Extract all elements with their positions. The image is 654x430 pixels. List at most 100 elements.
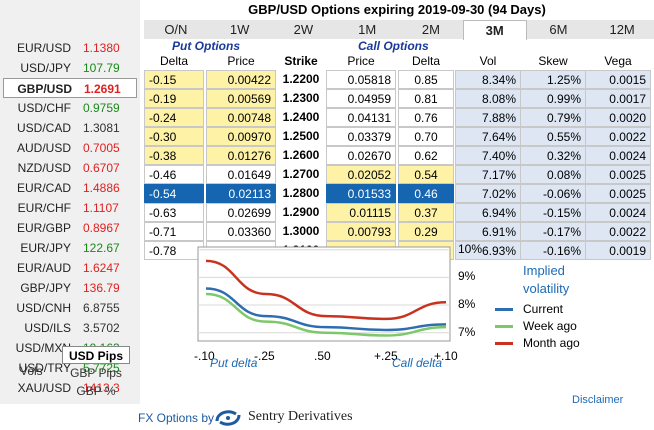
skew-cell: -0.15%	[520, 203, 586, 222]
pair-price: 0.9759	[83, 101, 120, 115]
skew-cell: 0.55%	[520, 127, 586, 146]
currency-pair-nzd-usd[interactable]: NZD/USD 0.6707	[3, 158, 137, 178]
tab-on[interactable]: O/N	[164, 22, 188, 37]
vega-cell: 0.0024	[585, 146, 651, 165]
tab-1w[interactable]: 1W	[229, 22, 250, 37]
pair-price: 136.79	[83, 281, 120, 295]
pair-price: 107.79	[83, 61, 120, 75]
disclaimer-link[interactable]: Disclaimer	[572, 394, 624, 406]
skew-cell: 0.79%	[520, 108, 586, 127]
currency-pair-xau-usd[interactable]: XAU/USD 1413.3	[3, 378, 137, 398]
pair-name: NZD/USD	[17, 161, 71, 175]
call-delta-cell: 0.62	[398, 146, 454, 165]
pair-price: 1.3081	[83, 121, 120, 135]
strike-cell: 1.2600	[282, 148, 320, 162]
call-price-cell: 0.04959	[326, 89, 396, 108]
currency-pair-eur-cad[interactable]: EUR/CAD 1.4886	[3, 178, 137, 198]
currency-pair-gbp-usd[interactable]: GBP/USD 1.2691	[3, 78, 137, 98]
vega-cell: 0.0024	[585, 203, 651, 222]
currency-pair-gbp-jpy[interactable]: GBP/JPY 136.79	[3, 278, 137, 298]
col-call-price: Price	[347, 54, 375, 68]
vol-cell: 6.91%	[455, 222, 521, 241]
usd-pips-button[interactable]: USD Pips	[62, 346, 130, 364]
call-price-cell: 0.05818	[326, 70, 396, 89]
currency-pair-eur-jpy[interactable]: EUR/JPY 122.67	[3, 238, 137, 258]
pair-price: 1.6247	[83, 261, 120, 275]
call-price-cell: 0.03379	[326, 127, 396, 146]
pair-price: 0.6707	[83, 161, 120, 175]
put-delta-cell: -0.30	[144, 127, 204, 146]
pips-option-1[interactable]: GBP %	[76, 384, 116, 398]
col-put-delta: Delta	[159, 54, 188, 68]
volatility-chart	[197, 246, 451, 342]
currency-pair-usd-try[interactable]: USD/TRY 5.7725	[3, 358, 137, 378]
pair-price: 1.4886	[83, 181, 120, 195]
pair-name: USD/JPY	[20, 61, 71, 75]
tab-2m[interactable]: 2M	[421, 22, 440, 37]
put-price-cell: 0.01649	[206, 165, 276, 184]
skew-cell: 0.32%	[520, 146, 586, 165]
tab-6m[interactable]: 6M	[549, 22, 568, 37]
pair-price: 6.8755	[83, 301, 120, 315]
skew-cell: -0.16%	[520, 241, 586, 260]
legend-label: Month ago	[523, 336, 580, 350]
call-price-cell: 0.02052	[326, 165, 396, 184]
x-tick-label: .50	[314, 349, 331, 363]
tab-2w[interactable]: 2W	[293, 22, 314, 37]
legend-label: Current	[523, 302, 564, 316]
currency-pair-usd-chf[interactable]: USD/CHF 0.9759	[3, 98, 137, 118]
legend-swatch	[495, 308, 513, 311]
chart-frame	[197, 246, 451, 342]
legend-title: Implied volatility	[523, 262, 583, 298]
strike-cell: 1.2800	[282, 186, 320, 200]
put-delta-label: Put delta	[210, 356, 258, 370]
currency-pair-usd-jpy[interactable]: USD/JPY 107.79	[3, 58, 137, 78]
currency-pair-eur-chf[interactable]: EUR/CHF 1.1107	[3, 198, 137, 218]
vol-cell: 8.34%	[455, 70, 521, 89]
put-delta-cell: -0.78	[144, 241, 204, 260]
currency-pair-usd-ils[interactable]: USD/ILS 3.5702	[3, 318, 137, 338]
call-options-header: Call Options	[358, 39, 429, 53]
call-price-cell: 0.04131	[326, 108, 396, 127]
currency-pair-usd-cnh[interactable]: USD/CNH 6.8755	[3, 298, 137, 318]
legend-title-text: Implied volatility	[523, 263, 570, 296]
col-vol: Vol	[479, 54, 497, 68]
pair-name: USD/CHF	[17, 101, 71, 115]
currency-pair-eur-usd[interactable]: EUR/USD 1.1380	[3, 38, 137, 58]
vega-cell: 0.0019	[585, 241, 651, 260]
currency-pair-aud-usd[interactable]: AUD/USD 0.7005	[3, 138, 137, 158]
call-delta-cell: 0.81	[398, 89, 454, 108]
vol-cell: 6.93%	[455, 241, 521, 260]
skew-cell: 0.99%	[520, 89, 586, 108]
put-price-cell: 0.00569	[206, 89, 276, 108]
tab-1m[interactable]: 1M	[358, 22, 377, 37]
page-title: GBP/USD Options expiring 2019-09-30 (94 …	[248, 2, 546, 17]
strike-cell: 1.2500	[282, 129, 320, 143]
pair-name: GBP/JPY	[20, 281, 71, 295]
skew-cell: 1.25%	[520, 70, 586, 89]
strike-cell: 1.2200	[282, 72, 320, 86]
currency-pair-usd-cad[interactable]: USD/CAD 1.3081	[3, 118, 137, 138]
put-price-cell: 0.02699	[206, 203, 276, 222]
put-delta-cell: -0.15	[144, 70, 204, 89]
pair-name: GBP/USD	[17, 82, 72, 96]
col-call-delta: Delta	[411, 54, 440, 68]
call-delta-cell: 0.85	[398, 70, 454, 89]
call-delta-cell: 0.76	[398, 108, 454, 127]
strike-cell: 1.2900	[282, 205, 320, 219]
currency-pair-eur-aud[interactable]: EUR/AUD 1.6247	[3, 258, 137, 278]
vol-cell: 7.40%	[455, 146, 521, 165]
put-price-cell: 0.00422	[206, 70, 276, 89]
skew-cell: -0.17%	[520, 222, 586, 241]
tab-3m[interactable]: 3M	[462, 20, 527, 40]
vol-cell: 7.88%	[455, 108, 521, 127]
pair-name: USD/ILS	[24, 321, 71, 335]
pair-name: AUD/USD	[16, 141, 71, 155]
tab-12m[interactable]: 12M	[609, 22, 635, 37]
put-delta-cell: -0.38	[144, 146, 204, 165]
pips-option-0[interactable]: GBP Pips	[70, 366, 122, 380]
brand-name: Sentry Derivatives	[248, 409, 353, 424]
currency-pair-eur-gbp[interactable]: EUR/GBP 0.8967	[3, 218, 137, 238]
skew-cell: 0.08%	[520, 165, 586, 184]
pair-name: USD/MXN	[15, 341, 71, 355]
